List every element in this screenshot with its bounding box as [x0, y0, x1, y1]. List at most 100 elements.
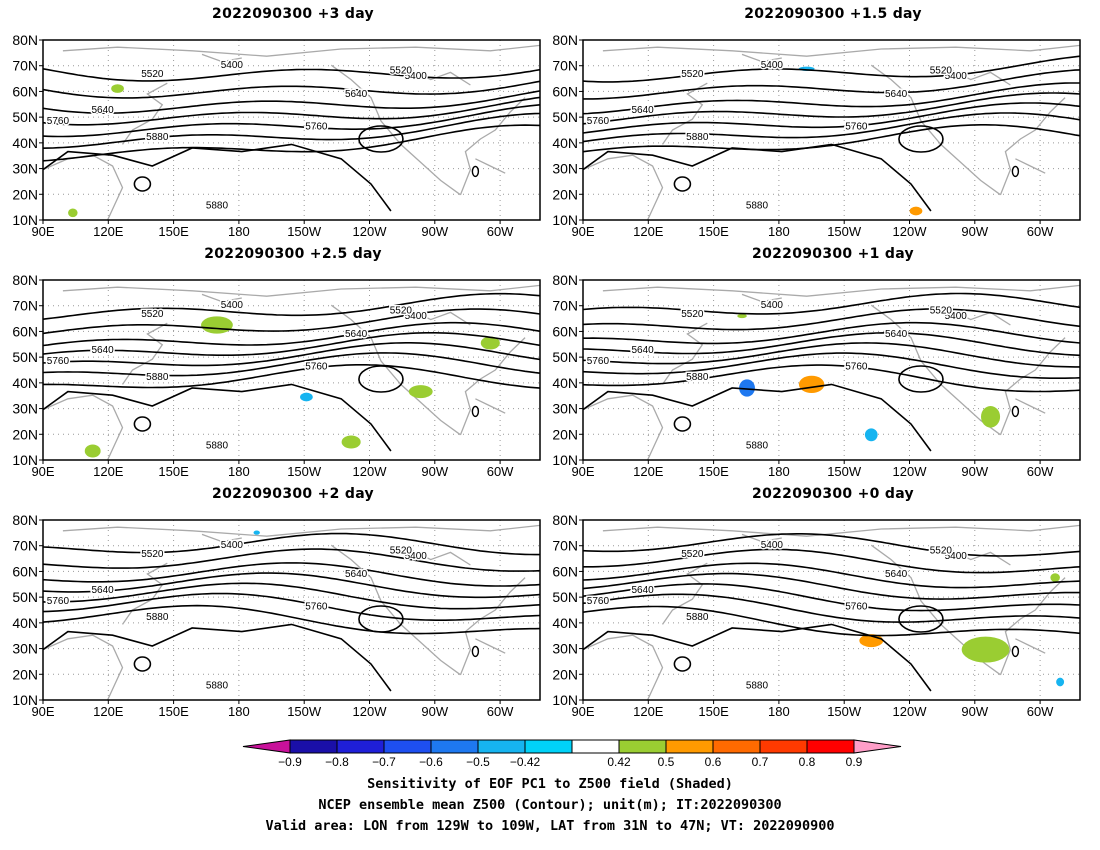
- contour-line: [42, 80, 541, 99]
- lon-tick-label: 150E: [698, 704, 729, 719]
- sensitivity-shading: [84, 444, 101, 458]
- contour-closed: [471, 405, 480, 418]
- coastline: [1015, 638, 1046, 654]
- contour-line: [582, 124, 1081, 153]
- lon-tick-label: 150E: [698, 464, 729, 479]
- contour-label: 5760: [305, 601, 328, 612]
- coastline: [1015, 158, 1046, 174]
- contour-line-5880: [42, 143, 392, 212]
- lon-tick-label: 120W: [353, 704, 388, 719]
- caption-line-2: NCEP ensemble mean Z500 (Contour); unit(…: [318, 797, 782, 813]
- contour-label: 5520: [930, 66, 953, 77]
- contour-line: [582, 364, 1081, 393]
- sensitivity-shading: [1050, 573, 1060, 582]
- contour-label: 5520: [141, 549, 164, 560]
- lat-tick-label: 50N: [12, 349, 38, 365]
- coastline: [999, 337, 1066, 436]
- coastline: [459, 337, 526, 436]
- lon-tick-label: 150W: [827, 464, 862, 479]
- contour-closed: [471, 645, 480, 658]
- contour-label: 5640: [345, 329, 368, 340]
- contour-label: 5400: [221, 540, 244, 551]
- contour-label: 5520: [681, 69, 704, 80]
- colorbar-segment: [806, 739, 855, 754]
- lon-tick-label: 180: [228, 704, 250, 719]
- contour-line-5880: [42, 383, 392, 452]
- lat-tick-label: 30N: [12, 641, 38, 657]
- contour-closed: [673, 656, 692, 672]
- coastline: [62, 44, 541, 57]
- lat-tick-label: 60N: [12, 563, 38, 579]
- contour-label: 5640: [345, 89, 368, 100]
- contour-line: [42, 548, 541, 572]
- contour-closed: [1011, 405, 1020, 418]
- contour-label: 5520: [390, 306, 413, 317]
- lat-tick-label: 60N: [12, 83, 38, 99]
- lon-tick-label: 150E: [158, 224, 189, 239]
- contour-line: [42, 321, 541, 347]
- sensitivity-shading: [798, 375, 825, 394]
- contour-label: 5880: [746, 201, 769, 212]
- map-frame: [582, 519, 1081, 701]
- contour-label: 5880: [686, 612, 709, 623]
- colorbar-segment: [430, 739, 479, 754]
- contour-label: 5520: [141, 309, 164, 320]
- contour-line: [582, 352, 1081, 379]
- contour-line: [582, 605, 1081, 637]
- lat-tick-label: 40N: [552, 135, 578, 151]
- contour-label: 5760: [47, 116, 70, 127]
- lat-tick-label: 10N: [552, 692, 578, 708]
- lon-tick-label: 90E: [571, 224, 594, 239]
- contour-line: [582, 332, 1081, 357]
- contour-line: [42, 308, 541, 335]
- colorbar-segment: [336, 739, 385, 754]
- lat-tick-label: 30N: [12, 401, 38, 417]
- coastline: [999, 577, 1066, 676]
- contour-label: 5880: [146, 132, 169, 143]
- contour-label: 5760: [845, 121, 868, 132]
- lon-tick-label: 90W: [421, 464, 448, 479]
- lat-tick-label: 10N: [12, 452, 38, 468]
- contour-line-5880: [42, 623, 392, 692]
- colorbar-segment: [383, 739, 432, 754]
- contour-label: 5400: [405, 551, 428, 562]
- coastline: [459, 97, 526, 196]
- contour-line: [582, 102, 1081, 134]
- colorbar-segment: [289, 739, 338, 754]
- contour-line: [582, 533, 1081, 557]
- lat-tick-label: 20N: [12, 186, 38, 202]
- contour-label: 5400: [221, 300, 244, 311]
- lon-tick-label: 120E: [93, 224, 124, 239]
- lat-tick-label: 40N: [552, 615, 578, 631]
- lat-tick-label: 40N: [12, 375, 38, 391]
- lat-tick-label: 40N: [12, 135, 38, 151]
- contour-label: 5640: [92, 585, 115, 596]
- lat-tick-label: 80N: [12, 272, 38, 288]
- coastline: [602, 44, 1081, 57]
- map-background: [583, 40, 1080, 220]
- contour-label: 5640: [92, 345, 115, 356]
- colorbar-tick-label: 0.7: [752, 755, 769, 769]
- colorbar-segment: [477, 739, 526, 754]
- contour-label: 5520: [681, 309, 704, 320]
- contour-label: 5400: [761, 540, 784, 551]
- lon-tick-label: 120W: [893, 224, 928, 239]
- contour-line-5880: [582, 623, 932, 692]
- contour-label: 5760: [587, 596, 610, 607]
- lon-tick-label: 90W: [961, 224, 988, 239]
- contour-label: 5640: [885, 569, 908, 580]
- contour-line: [42, 68, 541, 82]
- contour-line: [42, 562, 541, 587]
- contour-label: 5400: [405, 71, 428, 82]
- contour-line: [582, 562, 1081, 589]
- lon-tick-label: 180: [768, 224, 790, 239]
- lat-tick-label: 60N: [552, 323, 578, 339]
- contour-closed: [1011, 645, 1020, 658]
- lat-tick-label: 50N: [552, 109, 578, 125]
- coastline: [945, 66, 1011, 86]
- contour-label: 5880: [146, 372, 169, 383]
- contour-closed: [133, 416, 152, 432]
- coastline: [121, 82, 168, 145]
- contour-closed: [358, 605, 404, 633]
- sensitivity-shading: [300, 392, 313, 402]
